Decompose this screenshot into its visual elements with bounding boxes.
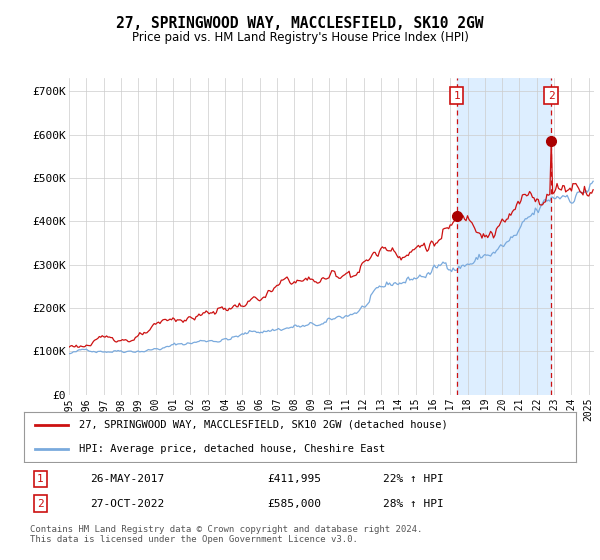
Text: 27, SPRINGWOOD WAY, MACCLESFIELD, SK10 2GW (detached house): 27, SPRINGWOOD WAY, MACCLESFIELD, SK10 2… xyxy=(79,419,448,430)
Text: £411,995: £411,995 xyxy=(267,474,321,484)
Text: £585,000: £585,000 xyxy=(267,498,321,508)
Text: HPI: Average price, detached house, Cheshire East: HPI: Average price, detached house, Ches… xyxy=(79,444,385,454)
Text: 2: 2 xyxy=(37,498,44,508)
Text: 27, SPRINGWOOD WAY, MACCLESFIELD, SK10 2GW: 27, SPRINGWOOD WAY, MACCLESFIELD, SK10 2… xyxy=(116,16,484,31)
Text: Contains HM Land Registry data © Crown copyright and database right 2024.
This d: Contains HM Land Registry data © Crown c… xyxy=(29,525,422,544)
Text: 28% ↑ HPI: 28% ↑ HPI xyxy=(383,498,443,508)
Text: 27-OCT-2022: 27-OCT-2022 xyxy=(90,498,164,508)
Text: 22% ↑ HPI: 22% ↑ HPI xyxy=(383,474,443,484)
Text: Price paid vs. HM Land Registry's House Price Index (HPI): Price paid vs. HM Land Registry's House … xyxy=(131,31,469,44)
Text: 26-MAY-2017: 26-MAY-2017 xyxy=(90,474,164,484)
Text: 1: 1 xyxy=(454,91,460,101)
Text: 2: 2 xyxy=(548,91,554,101)
Bar xyxy=(457,78,551,395)
Text: 1: 1 xyxy=(37,474,44,484)
